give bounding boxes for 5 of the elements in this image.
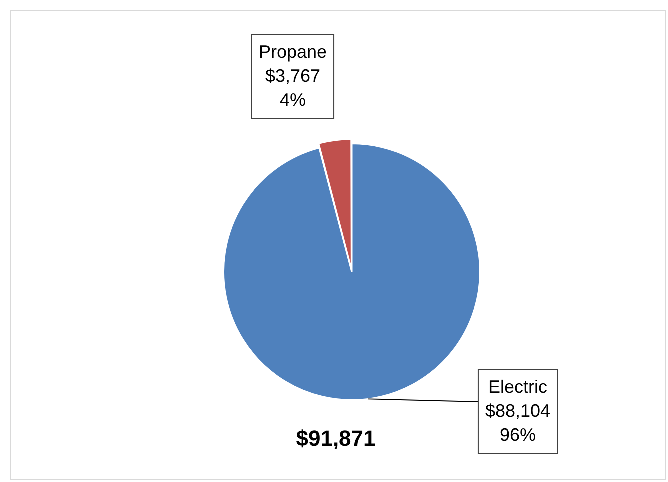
data-label: $88,104 96% — [485, 400, 551, 445]
text: $91,871 — [296, 426, 376, 452]
data-label: $3,767 4% — [265, 66, 321, 110]
slice-label: Propane — [258, 42, 328, 62]
slice-label: Electric — [488, 376, 548, 397]
